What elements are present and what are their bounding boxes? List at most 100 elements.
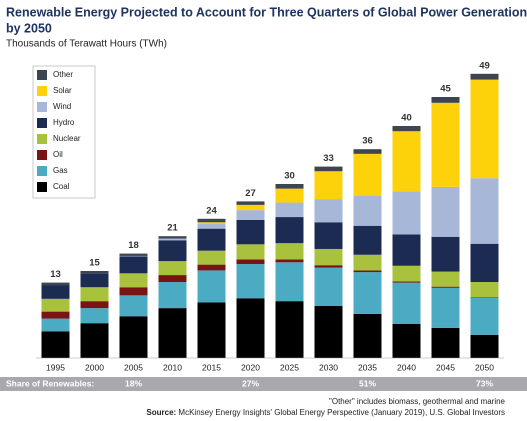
bar-segment: [197, 224, 226, 229]
footnote: "Other" includes biomass, geothermal and…: [329, 397, 506, 406]
legend-swatch: [37, 134, 47, 144]
bar-segment: [236, 201, 265, 205]
bar-segment: [314, 171, 343, 200]
bar-segment: [431, 286, 460, 288]
bar-segment: [119, 253, 148, 256]
share-value: 18%: [125, 378, 142, 388]
bar-segment: [431, 97, 460, 103]
bar-segment: [41, 318, 70, 332]
bar-segment: [275, 243, 304, 260]
total-label: 49: [479, 60, 490, 71]
bar-segment: [275, 184, 304, 189]
bar-segment: [353, 313, 382, 358]
legend-label: Nuclear: [53, 134, 81, 143]
bar-segment: [470, 73, 499, 80]
bar-segment: [158, 275, 187, 283]
bar-segment: [275, 202, 304, 218]
legend-label: Wind: [53, 102, 71, 111]
source-text: McKinsey Energy Insights' Global Energy …: [178, 408, 505, 417]
chart-title: by 2050: [6, 21, 52, 35]
bar-segment: [314, 267, 343, 306]
legend-swatch: [37, 166, 47, 176]
bar-segment: [470, 297, 499, 335]
bar-segment: [197, 302, 226, 358]
x-tick-label: 2040: [397, 362, 416, 372]
bar-segment: [392, 265, 421, 282]
bar-segment: [236, 204, 265, 211]
total-label: 15: [89, 258, 100, 269]
bar-segment: [392, 126, 421, 132]
legend-label: Coal: [53, 182, 70, 191]
x-tick-label: 2000: [85, 362, 104, 372]
bar-segment: [158, 238, 187, 241]
bar-segment: [197, 270, 226, 303]
bar-segment: [119, 316, 148, 358]
source: Source: McKinsey Energy Insights' Global…: [146, 408, 505, 417]
bar-segment: [236, 219, 265, 245]
legend-label: Other: [53, 70, 73, 79]
bar-segment: [197, 228, 226, 251]
legend-label: Solar: [53, 86, 72, 95]
bar-segment: [41, 298, 70, 312]
bar-segment: [275, 188, 304, 203]
total-label: 13: [50, 269, 61, 280]
total-label: 24: [206, 205, 217, 216]
bar-segment: [119, 255, 148, 257]
total-label: 36: [362, 136, 373, 147]
x-tick-label: 2015: [202, 362, 221, 372]
total-label: 45: [440, 84, 451, 95]
share-label: Share of Renewables:: [6, 378, 95, 388]
bar-segment: [41, 282, 70, 286]
bar-segment: [158, 236, 187, 239]
bar-segment: [392, 191, 421, 235]
legend-swatch: [37, 118, 47, 128]
bar-segment: [236, 210, 265, 220]
bar-segment: [275, 301, 304, 358]
legend-swatch: [37, 102, 47, 112]
legend-swatch: [37, 70, 47, 80]
bar-segment: [80, 287, 109, 302]
x-tick-label: 2030: [319, 362, 338, 372]
bar-segment: [41, 285, 70, 299]
bar-segment: [80, 273, 109, 288]
bar-segment: [314, 199, 343, 223]
bar-segment: [236, 298, 265, 358]
bar-segment: [314, 222, 343, 249]
legend-swatch: [37, 182, 47, 192]
bar-segment: [470, 243, 499, 283]
legend-label: Oil: [53, 150, 63, 159]
bar-segment: [41, 331, 70, 358]
bar-segment: [353, 225, 382, 255]
bar-segment: [470, 79, 499, 179]
bar-segment: [158, 261, 187, 276]
total-label: 21: [167, 223, 178, 234]
total-label: 30: [284, 171, 295, 182]
bar-segment: [197, 218, 226, 223]
bar-segment: [353, 254, 382, 271]
bar-segment: [314, 305, 343, 358]
bar-segment: [470, 282, 499, 298]
bar-segment: [236, 259, 265, 265]
x-tick-label: 2025: [280, 362, 299, 372]
bar-segment: [353, 153, 382, 196]
bar-segment: [470, 334, 499, 358]
bar-segment: [275, 259, 304, 263]
bar-segment: [470, 178, 499, 244]
bar-segment: [80, 323, 109, 358]
source-label: Source:: [146, 408, 176, 417]
legend-swatch: [37, 86, 47, 96]
legend-label: Gas: [53, 166, 68, 175]
legend-label: Hydro: [53, 118, 75, 127]
bar-segment: [158, 282, 187, 309]
share-value: 73%: [476, 378, 493, 388]
bar-segment: [119, 256, 148, 274]
bar-segment: [197, 222, 226, 225]
bar-segment: [431, 327, 460, 358]
bar-segment: [392, 234, 421, 266]
bar-segment: [158, 240, 187, 262]
x-tick-label: 2010: [163, 362, 182, 372]
total-label: 33: [323, 153, 334, 164]
bar-segment: [236, 264, 265, 299]
bar-segment: [197, 264, 226, 271]
